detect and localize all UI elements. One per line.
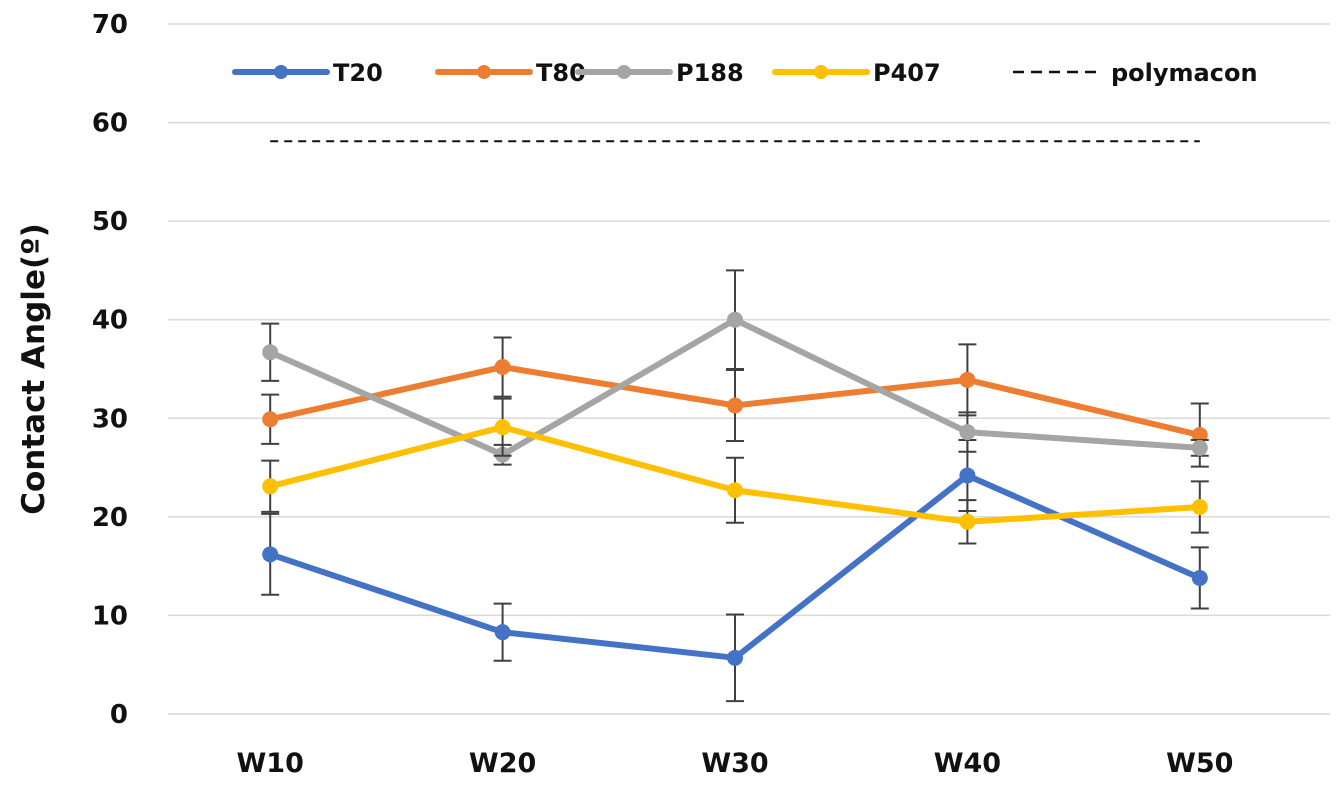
data-point xyxy=(262,344,279,361)
data-point xyxy=(262,411,279,428)
y-axis-ticks: 0 10 20 30 40 50 60 70 xyxy=(92,10,128,730)
x-tick-label: W30 xyxy=(701,748,768,779)
data-point xyxy=(959,467,976,484)
legend: T20 T80 P188 P407 polymacon xyxy=(232,59,1258,87)
data-point xyxy=(1191,569,1208,586)
series-t80 xyxy=(261,336,1209,468)
y-tick-label: 60 xyxy=(92,109,128,139)
legend-item-polymacon: polymacon xyxy=(1013,59,1258,87)
legend-marker xyxy=(477,65,491,79)
legend-label: P188 xyxy=(676,59,744,87)
legend-label: T20 xyxy=(333,59,383,87)
y-tick-label: 20 xyxy=(92,503,128,533)
data-point xyxy=(959,424,976,441)
legend-item-p188: P188 xyxy=(575,59,744,87)
series-p188 xyxy=(261,269,1209,466)
legend-item-t20: T20 xyxy=(232,59,383,87)
legend-marker xyxy=(814,65,828,79)
legend-marker xyxy=(617,65,631,79)
y-tick-label: 0 xyxy=(110,700,128,730)
legend-item-t80: T80 xyxy=(435,59,586,87)
data-point xyxy=(727,311,743,328)
data-point xyxy=(494,359,511,376)
data-point xyxy=(959,513,976,530)
data-point xyxy=(959,371,976,388)
y-tick-label: 40 xyxy=(92,306,128,336)
x-tick-label: W50 xyxy=(1166,748,1233,779)
data-point xyxy=(1191,499,1208,515)
y-tick-label: 50 xyxy=(92,207,128,237)
gridlines xyxy=(168,23,1330,715)
data-point xyxy=(262,478,279,495)
data-point xyxy=(727,397,743,414)
y-tick-label: 70 xyxy=(92,10,128,40)
x-tick-label: W40 xyxy=(934,748,1001,779)
y-tick-label: 10 xyxy=(92,601,128,631)
legend-item-p407: P407 xyxy=(772,59,941,87)
data-point xyxy=(727,649,743,666)
series-t20 xyxy=(261,438,1209,703)
y-tick-label: 30 xyxy=(92,404,128,434)
data-point xyxy=(494,624,511,641)
data-point xyxy=(494,419,511,436)
legend-label: P407 xyxy=(873,59,941,87)
data-point xyxy=(262,546,279,563)
data-point xyxy=(1191,439,1208,456)
series-group xyxy=(261,269,1209,703)
legend-label: polymacon xyxy=(1111,59,1258,87)
series-p407 xyxy=(261,397,1209,545)
x-tick-label: W10 xyxy=(237,748,304,779)
x-tick-label: W20 xyxy=(469,748,536,779)
y-axis-title: Contact Angle(º) xyxy=(16,223,52,515)
data-point xyxy=(727,482,743,499)
x-axis-ticks: W10 W20 W30 W40 W50 xyxy=(237,748,1234,779)
legend-marker xyxy=(274,65,288,79)
